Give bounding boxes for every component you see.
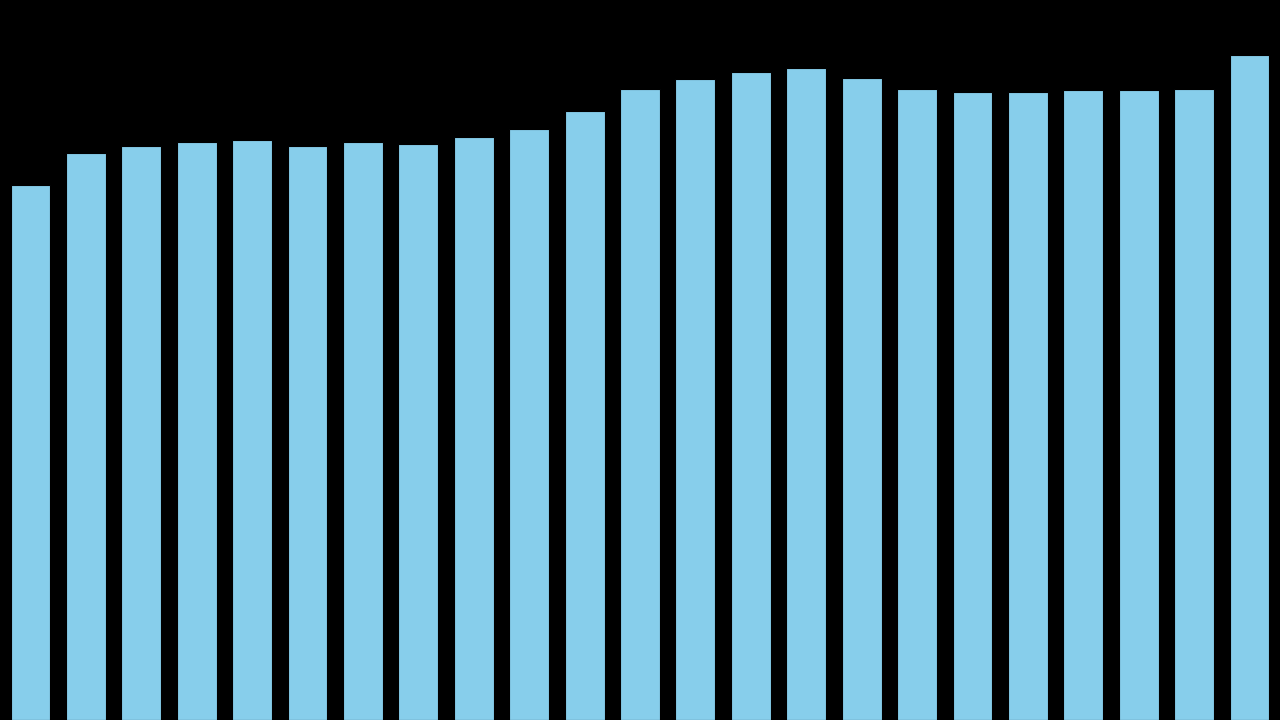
Bar [398,144,438,720]
Bar [509,129,549,720]
Bar [122,146,161,720]
Bar [343,142,383,720]
Bar [842,78,882,720]
Bar [454,137,494,720]
Bar [1230,55,1270,720]
Bar [564,111,604,720]
Bar [676,79,716,720]
Bar [288,146,328,720]
Bar [952,92,992,720]
Bar [731,72,771,720]
Bar [232,140,273,720]
Bar [620,89,660,720]
Bar [1064,91,1103,720]
Bar [786,68,826,720]
Bar [67,153,106,720]
Bar [1174,89,1213,720]
Bar [1119,91,1158,720]
Bar [1007,92,1048,720]
Bar [10,184,50,720]
Bar [897,89,937,720]
Bar [177,142,216,720]
